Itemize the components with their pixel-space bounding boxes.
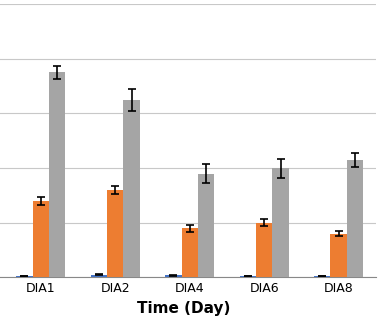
Bar [107,190,124,277]
Bar [272,168,289,277]
Bar [314,276,331,277]
Bar [165,275,182,277]
Bar [331,234,347,277]
Bar [124,100,140,277]
Bar [33,201,49,277]
Bar [347,160,363,277]
Bar [239,276,256,277]
Bar [182,228,198,277]
Bar [256,223,272,277]
Bar [91,275,107,277]
Bar [49,72,65,277]
Bar [16,276,33,277]
Bar [198,173,214,277]
X-axis label: Time (Day): Time (Day) [138,301,231,316]
